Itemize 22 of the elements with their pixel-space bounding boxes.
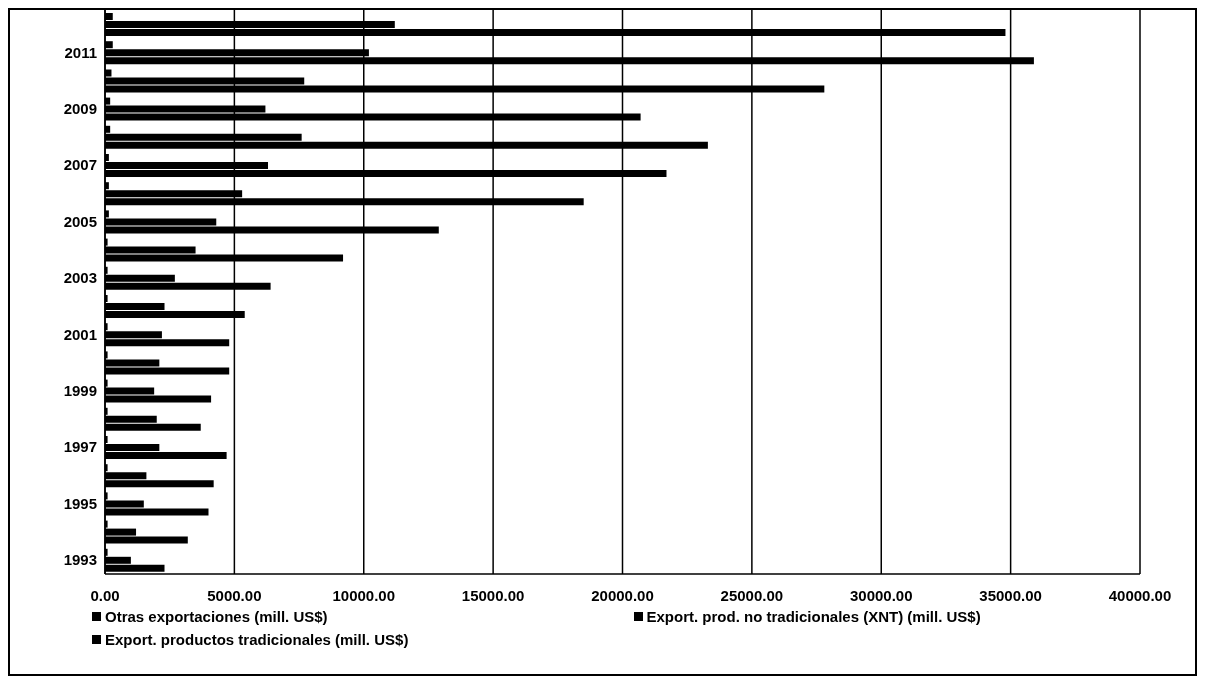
y-tick-label: 1999	[63, 382, 97, 400]
y-tick-label: 1995	[63, 494, 97, 512]
y-tick-label: 1993	[63, 551, 97, 569]
legend-label: Otras exportaciones (mill. US$)	[105, 608, 328, 625]
y-tick-label: 2007	[63, 156, 97, 174]
y-tick-label: 2005	[63, 212, 97, 230]
y-tick-label: 2009	[63, 100, 97, 118]
y-tick-label: 1997	[63, 438, 97, 456]
x-tick-label: 10000.00	[332, 586, 396, 604]
x-tick-label: 25000.00	[720, 586, 784, 604]
x-tick-label: 30000.00	[849, 586, 913, 604]
legend-label: Export. productos tradicionales (mill. US$)	[105, 631, 409, 648]
y-tick-label: 2001	[63, 325, 97, 343]
legend-label: Export. prod. no tradicionales (XNT) (mill. US$)	[646, 608, 981, 625]
x-tick-label: 0.00	[90, 586, 120, 604]
x-tick-label: 5000.00	[207, 586, 262, 604]
y-tick-label: 2003	[63, 269, 97, 287]
x-tick-label: 35000.00	[979, 586, 1042, 604]
y-tick-label: 2011	[64, 43, 97, 61]
x-tick-label: 15000.00	[461, 586, 525, 604]
x-tick-label: 40000.00	[1108, 586, 1172, 604]
x-tick-label: 20000.00	[591, 586, 654, 604]
